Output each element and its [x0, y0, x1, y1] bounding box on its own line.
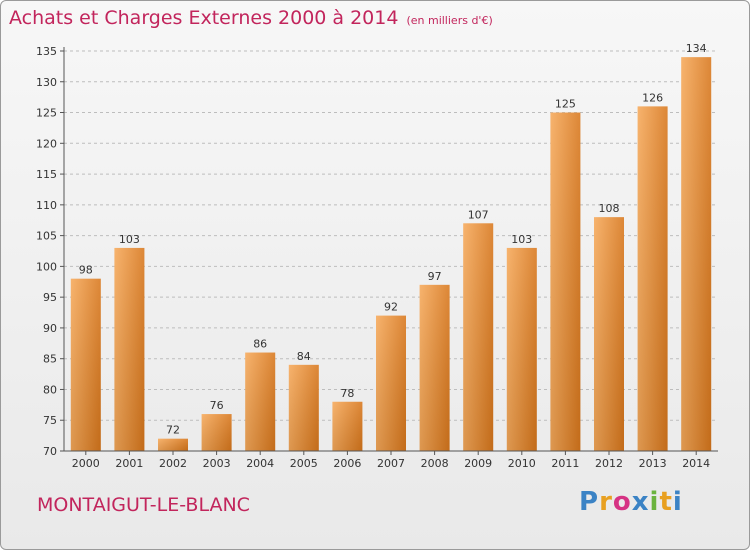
bar-shade: [637, 106, 668, 451]
data-label: 125: [555, 98, 576, 111]
bar-shade: [288, 364, 319, 451]
y-tick-label: 130: [36, 76, 57, 89]
bars-group: 98 103 72 76 86 84 78 92 97 107 103 125 108 126 134: [70, 42, 712, 452]
data-label: 72: [166, 424, 180, 437]
brand-letter: r: [599, 487, 613, 517]
chart-title: Achats et Charges Externes 2000 à 2014 (e…: [9, 7, 493, 29]
y-tick-label: 125: [36, 107, 57, 120]
y-tick-label: 70: [43, 445, 57, 458]
bar-shade: [70, 278, 101, 451]
x-tick-label: 2001: [115, 457, 143, 470]
x-tick-label: 2012: [595, 457, 623, 470]
bar-shade: [332, 401, 363, 451]
y-tick-label: 115: [36, 168, 57, 181]
x-tick-label: 2000: [72, 457, 100, 470]
y-tick-label: 95: [43, 291, 57, 304]
bar-shade: [158, 438, 188, 451]
x-tick-label: 2014: [682, 457, 710, 470]
data-label: 103: [119, 233, 140, 246]
y-tick-label: 135: [36, 45, 57, 58]
bar-shade: [201, 414, 232, 451]
axes-group: 70 75 80 85 90 95 100 105 110 115 120 125 130 135 2000…: [36, 45, 718, 470]
y-tick-label: 105: [36, 230, 57, 243]
x-tick-label: 2003: [203, 457, 231, 470]
y-tick-label: 120: [36, 137, 57, 150]
brand-letter: i: [649, 487, 660, 517]
x-tick-label: 2007: [377, 457, 405, 470]
x-tick-label: 2002: [159, 457, 187, 470]
data-label: 97: [428, 270, 442, 283]
bar-shade: [506, 247, 537, 451]
data-label: 86: [253, 338, 267, 351]
x-tick-label: 2009: [464, 457, 492, 470]
data-label: 107: [468, 208, 489, 221]
y-tick-label: 75: [43, 414, 57, 427]
bar-shade: [245, 352, 276, 451]
x-tick-label: 2008: [421, 457, 449, 470]
brand-letter: i: [672, 487, 683, 517]
data-label: 108: [599, 202, 620, 215]
commune-name: MONTAIGUT-LE-BLANC: [37, 494, 250, 516]
brand-letter: x: [631, 487, 650, 517]
brand-letter: o: [612, 487, 632, 517]
data-label: 78: [340, 387, 354, 400]
brand-letter: P: [579, 487, 600, 517]
bar-shade: [550, 112, 581, 452]
data-label: 126: [642, 91, 663, 104]
bar-shade: [594, 217, 624, 451]
y-tick-label: 80: [43, 383, 57, 396]
bar-shade: [419, 284, 450, 451]
x-tick-label: 2004: [246, 457, 274, 470]
bar-shade: [376, 315, 406, 451]
data-label: 98: [79, 264, 93, 277]
x-tick-label: 2013: [639, 457, 667, 470]
brand-logo: Proxiti: [579, 487, 683, 517]
bar-shade: [681, 57, 712, 452]
data-label: 84: [297, 350, 311, 363]
x-tick-label: 2006: [333, 457, 361, 470]
x-tick-label: 2010: [508, 457, 536, 470]
data-label: 103: [511, 233, 532, 246]
brand-letter: t: [659, 487, 673, 517]
y-tick-label: 90: [43, 322, 57, 335]
bar-shade: [463, 223, 494, 451]
data-label: 134: [686, 42, 707, 55]
y-tick-label: 85: [43, 353, 57, 366]
data-label: 92: [384, 301, 398, 314]
bar-shade: [114, 247, 145, 451]
x-tick-label: 2005: [290, 457, 318, 470]
y-tick-label: 100: [36, 260, 57, 273]
y-tick-label: 110: [36, 199, 57, 212]
chart-title-text: Achats et Charges Externes 2000 à 2014: [9, 7, 399, 29]
x-tick-label: 2011: [551, 457, 579, 470]
chart-subtitle: (en milliers d'€): [406, 14, 493, 27]
data-label: 76: [210, 399, 224, 412]
